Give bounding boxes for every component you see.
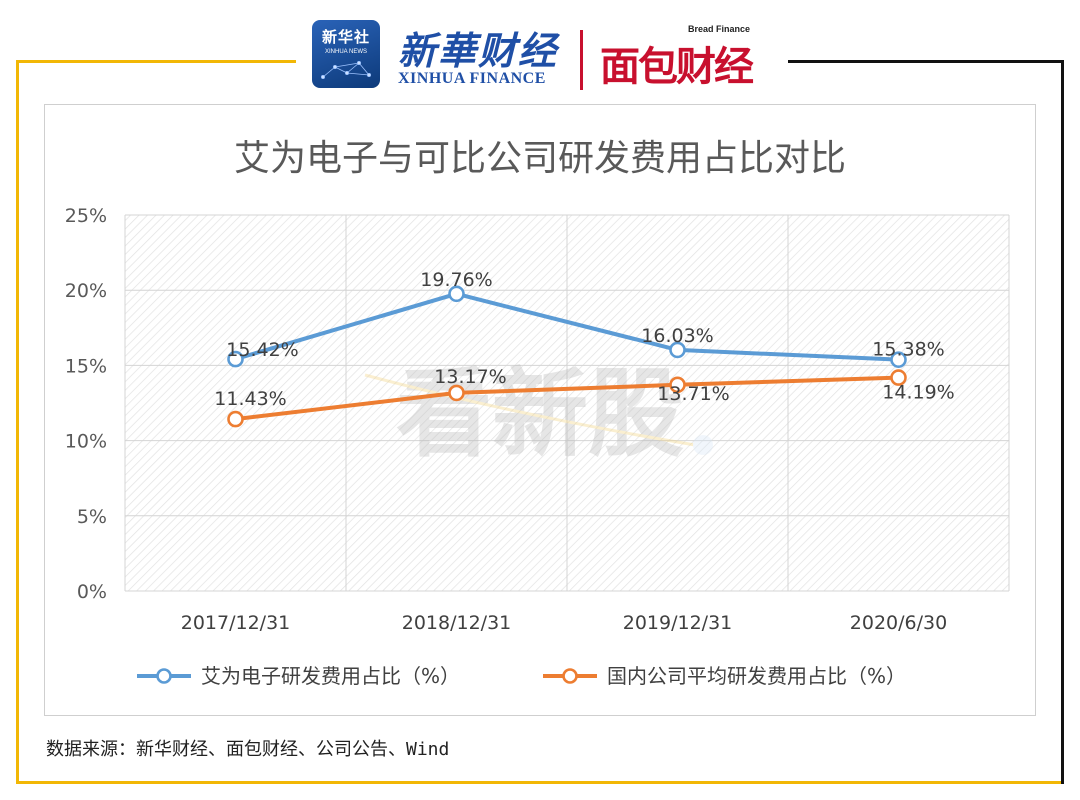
y-tick-label: 5% bbox=[77, 506, 107, 528]
data-point bbox=[669, 341, 686, 359]
data-point bbox=[890, 369, 907, 386]
data-point bbox=[890, 351, 907, 368]
legend-marker bbox=[562, 668, 578, 684]
x-tick-label: 2020/6/30 bbox=[850, 612, 947, 634]
xinhua-badge-en: XINHUA NEWS bbox=[324, 49, 367, 55]
data-point bbox=[669, 376, 686, 394]
network-icon bbox=[321, 61, 372, 79]
legend-label: 艾为电子研发费用占比（%） bbox=[201, 664, 460, 688]
bread-finance-logo-cn: 面包财经 bbox=[600, 44, 754, 90]
xinhua-badge-cn: 新华社 bbox=[321, 28, 370, 46]
data-label: 13.17% bbox=[434, 366, 506, 388]
legend: 艾为电子研发费用占比（%） 国内公司平均研发费用占比（%） bbox=[137, 664, 906, 688]
legend-label: 国内公司平均研发费用占比（%） bbox=[607, 664, 906, 688]
frame-black-top bbox=[788, 60, 1064, 63]
y-tick-label: 10% bbox=[65, 431, 107, 453]
x-tick-label: 2017/12/31 bbox=[181, 612, 291, 634]
xinhua-finance-logo-en: XINHUA FINANCE bbox=[398, 70, 546, 87]
data-point bbox=[227, 410, 244, 428]
watermark-text: 看新股 bbox=[396, 358, 684, 470]
x-tick-label: 2019/12/31 bbox=[623, 612, 733, 634]
watermark-dot bbox=[693, 435, 713, 455]
line-chart: 艾为电子与可比公司研发费用占比对比 看新股 0% 5% 10% 15% 20% 25% 2… bbox=[65, 138, 1010, 688]
data-label: 13.71% bbox=[657, 383, 729, 405]
watermark: 看新股 bbox=[364, 358, 713, 470]
data-label: 16.03% bbox=[641, 325, 713, 347]
frame-black-right bbox=[1061, 60, 1064, 784]
data-point bbox=[448, 384, 465, 402]
bread-finance-logo-en: Bread Finance bbox=[688, 24, 751, 34]
series-lines bbox=[234, 291, 899, 422]
header-logos: 新华社 XINHUA NEWS 新華财经 XINHUA FINANCE Brea… bbox=[300, 14, 780, 94]
data-source-note: 数据来源：新华财经、面包财经、公司公告、Wind bbox=[46, 739, 450, 760]
series-line bbox=[235, 375, 899, 422]
xinhua-news-logo: 新华社 XINHUA NEWS bbox=[312, 20, 380, 88]
y-tick-label: 20% bbox=[65, 280, 107, 302]
y-tick-label: 15% bbox=[65, 355, 107, 377]
gridlines bbox=[124, 214, 1010, 592]
data-labels: 15.42% 19.76% 16.03% 15.38% 11.43% 13.17% 13.7… bbox=[214, 269, 954, 410]
xinhua-finance-logo-cn: 新華财经 bbox=[398, 28, 559, 73]
series-points bbox=[227, 285, 907, 428]
frame-yellow-bottom bbox=[16, 781, 1063, 784]
data-point bbox=[448, 285, 465, 303]
chart-container: 艾为电子与可比公司研发费用占比对比 看新股 0% 5% 10% 15% 20% 25% 2… bbox=[44, 104, 1036, 716]
data-label: 11.43% bbox=[214, 388, 286, 410]
y-tick-label: 0% bbox=[77, 581, 107, 603]
chart-title: 艾为电子与可比公司研发费用占比对比 bbox=[234, 138, 846, 179]
data-label: 15.42% bbox=[226, 339, 298, 361]
y-tick-label: 25% bbox=[65, 205, 107, 227]
data-point bbox=[227, 350, 244, 368]
data-label: 15.38% bbox=[872, 339, 944, 361]
watermark-swoosh bbox=[364, 373, 696, 447]
data-label: 19.76% bbox=[420, 269, 492, 291]
legend-marker bbox=[156, 668, 172, 684]
x-axis-ticks: 2017/12/31 2018/12/31 2019/12/31 2020/6/30 bbox=[181, 612, 947, 634]
data-label: 14.19% bbox=[882, 382, 954, 404]
y-axis-ticks: 0% 5% 10% 15% 20% 25% bbox=[65, 205, 107, 603]
series-line bbox=[234, 291, 899, 362]
x-tick-label: 2018/12/31 bbox=[402, 612, 512, 634]
logo-divider bbox=[580, 30, 583, 90]
